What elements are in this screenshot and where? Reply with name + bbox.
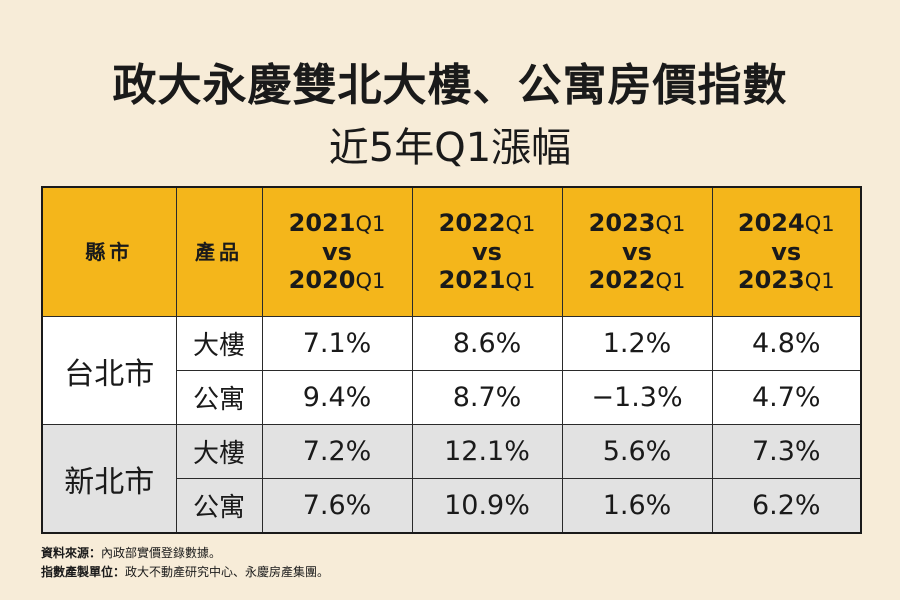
header-top-year: 2023	[588, 209, 656, 237]
price-index-table: 縣市 產品 2021Q1 vs 2020Q1 2022Q1 vs 2021Q1 …	[41, 186, 862, 534]
header-bottom-quarter: Q1	[655, 269, 686, 293]
header-bottom-year: 2021	[438, 266, 506, 294]
header-top-year: 2021	[288, 209, 356, 237]
header-top-year: 2022	[438, 209, 506, 237]
value-cell: 10.9%	[411, 478, 563, 534]
page-title: 政大永慶雙北大樓、公寓房價指數	[112, 60, 788, 111]
table-row: 台北市 大樓 7.1% 8.6% 1.2% 4.8%	[41, 316, 862, 425]
header-vs: vs	[322, 238, 352, 266]
value-cell: 4.7%	[711, 370, 862, 425]
product-cell: 公寓	[175, 478, 263, 534]
header-period: 2024Q1 vs 2023Q1	[711, 186, 862, 317]
header-bottom-quarter: Q1	[355, 269, 386, 293]
product-cell: 公寓	[175, 370, 263, 425]
footer-notes: 資料來源：內政部實價登錄數據。 指數產製單位：政大不動產研究中心、永慶房產集團。	[41, 544, 329, 582]
value-cell: 8.7%	[411, 370, 563, 425]
header-bottom-year: 2020	[288, 266, 356, 294]
header-bottom-year: 2022	[588, 266, 656, 294]
source-note: 資料來源：內政部實價登錄數據。	[41, 544, 329, 563]
value-cell: 9.4%	[261, 370, 413, 425]
header-top-quarter: Q1	[355, 212, 386, 236]
header-period: 2021Q1 vs 2020Q1	[261, 186, 413, 317]
producer-text: 政大不動產研究中心、永慶房產集團。	[125, 565, 330, 579]
page-subtitle: 近5年Q1漲幅	[328, 125, 572, 171]
value-cell: 7.2%	[261, 424, 413, 479]
header-top-quarter: Q1	[505, 212, 536, 236]
value-cell: 7.3%	[711, 424, 862, 479]
city-cell: 新北市	[41, 424, 177, 534]
producer-label: 指數產製單位：	[41, 565, 126, 579]
value-cell: 8.6%	[411, 316, 563, 371]
source-text: 內政部實價登錄數據。	[101, 546, 222, 560]
value-cell: 1.6%	[561, 478, 713, 534]
table-row: 公寓 9.4% 8.7% −1.3% 4.7%	[42, 370, 862, 425]
product-cell: 大樓	[175, 424, 263, 479]
table-header-row: 縣市 產品 2021Q1 vs 2020Q1 2022Q1 vs 2021Q1 …	[41, 186, 862, 317]
header-bottom-quarter: Q1	[505, 269, 536, 293]
header-vs: vs	[771, 238, 802, 266]
header-top-quarter: Q1	[804, 212, 835, 236]
value-cell: 7.1%	[261, 316, 413, 371]
header-vs: vs	[472, 238, 502, 266]
value-cell: 6.2%	[711, 478, 862, 534]
header-top-quarter: Q1	[655, 212, 686, 236]
city-cell: 台北市	[41, 316, 177, 425]
table-row: 公寓 7.6% 10.9% 1.6% 6.2%	[42, 478, 862, 534]
value-cell: 1.2%	[561, 316, 713, 371]
header-period: 2023Q1 vs 2022Q1	[561, 186, 713, 317]
header-bottom-quarter: Q1	[804, 269, 835, 293]
header-period: 2022Q1 vs 2021Q1	[411, 186, 563, 317]
value-cell: 4.8%	[711, 316, 862, 371]
value-cell: −1.3%	[561, 370, 713, 425]
value-cell: 5.6%	[561, 424, 713, 479]
header-product: 產品	[175, 186, 263, 317]
header-top-year: 2024	[737, 209, 805, 237]
header-vs: vs	[622, 238, 652, 266]
table-row: 新北市 大樓 7.2% 12.1% 5.6% 7.3%	[41, 424, 862, 534]
producer-note: 指數產製單位：政大不動產研究中心、永慶房產集團。	[41, 563, 329, 582]
header-bottom-year: 2023	[737, 266, 805, 294]
source-label: 資料來源：	[41, 546, 102, 560]
product-cell: 大樓	[175, 316, 263, 371]
value-cell: 12.1%	[411, 424, 563, 479]
header-city: 縣市	[41, 186, 177, 317]
value-cell: 7.6%	[261, 478, 413, 534]
